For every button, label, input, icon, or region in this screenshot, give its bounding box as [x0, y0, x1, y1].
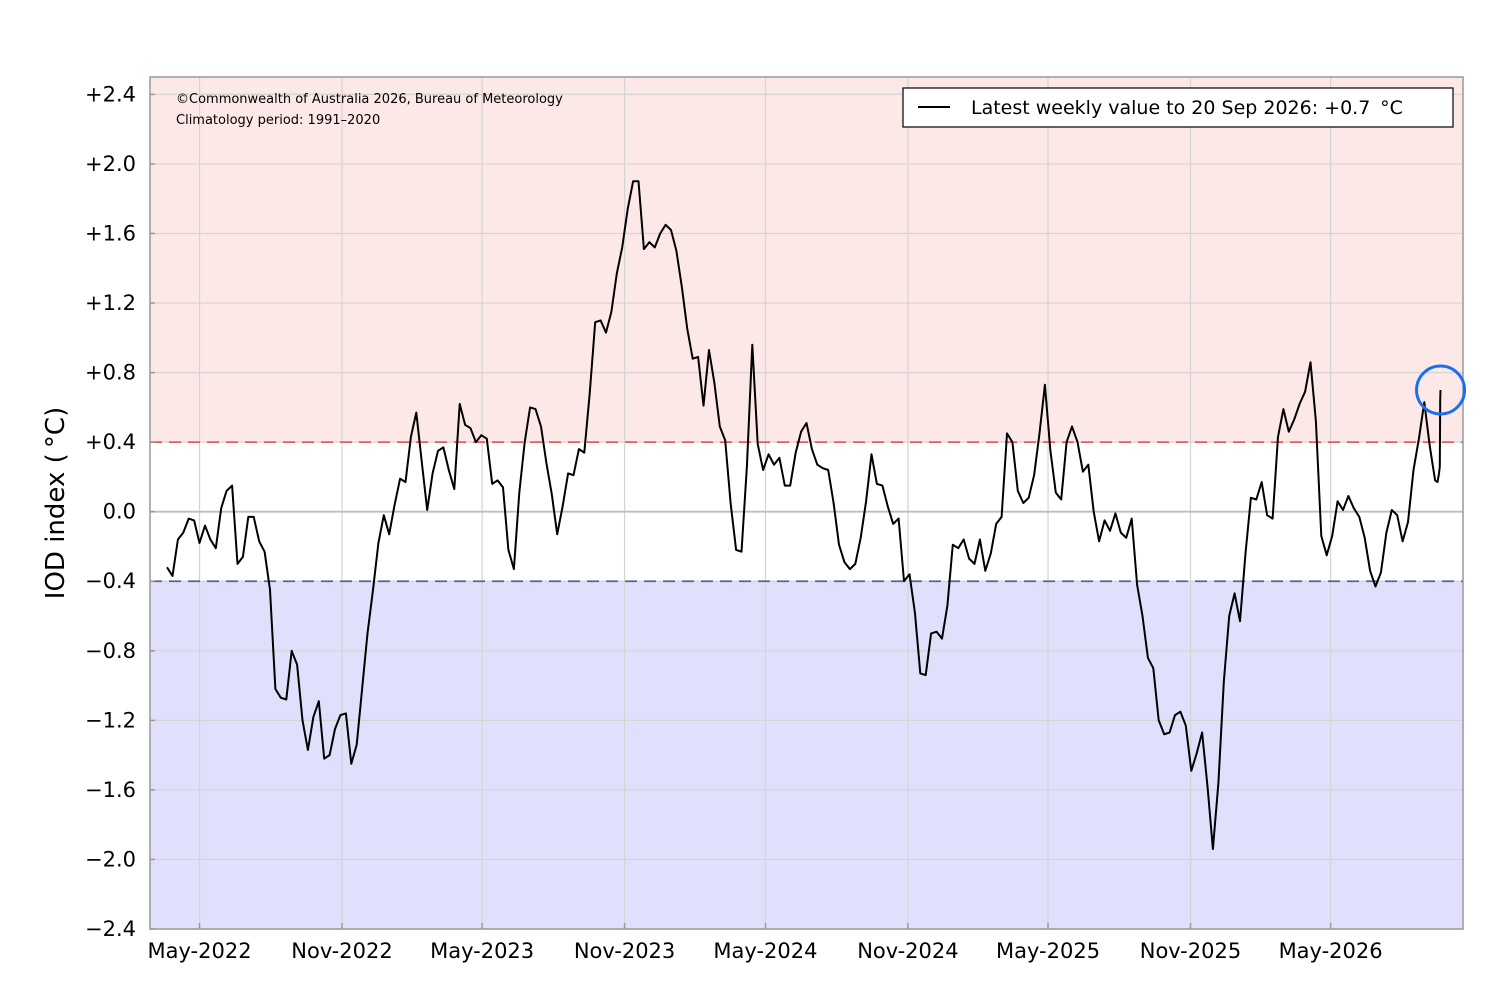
y-tick-label: +0.4 — [85, 430, 136, 454]
x-tick-label: May-2022 — [148, 939, 252, 963]
y-axis-title: IOD index ( °C) — [41, 407, 71, 599]
y-tick-label: −0.8 — [85, 639, 136, 663]
x-tick-label: Nov-2024 — [857, 939, 958, 963]
zone-layer — [150, 77, 1463, 929]
y-tick-label: −0.4 — [85, 569, 136, 593]
x-tick-label: Nov-2022 — [291, 939, 392, 963]
x-tick-label: Nov-2025 — [1140, 939, 1241, 963]
positive-zone — [150, 77, 1463, 443]
x-axis: May-2022 Nov-2022 May-2023 Nov-2023 May-2024… — [148, 923, 1383, 963]
latest-value-highlight-circle — [1415, 364, 1467, 416]
y-tick-label: 0.0 — [103, 500, 136, 524]
y-axis: +2.4 +2.0 +1.6 +1.2 +0.8 +0.4 0.0 −0.4 −0.8 −1.2 −… — [85, 82, 155, 941]
y-tick-label: −1.2 — [85, 708, 136, 732]
plot-frame — [149, 76, 1464, 930]
legend-label: Latest weekly value to 20 Sep 2026: +0.7… — [971, 97, 1403, 119]
y-tick-label: −2.4 — [85, 917, 136, 941]
iod-weekly-line — [166, 180, 1442, 850]
y-tick-label: −1.6 — [85, 778, 136, 802]
x-tick-label: May-2026 — [1279, 939, 1383, 963]
x-tick-label: Nov-2023 — [574, 939, 675, 963]
y-tick-label: −2.0 — [85, 847, 136, 871]
x-tick-label: May-2023 — [430, 939, 534, 963]
y-tick-label: +0.8 — [85, 361, 136, 385]
y-tick-label: +1.2 — [85, 291, 136, 315]
x-tick-label: May-2024 — [713, 939, 817, 963]
y-tick-label: +2.0 — [85, 152, 136, 176]
legend: Latest weekly value to 20 Sep 2026: +0.7… — [902, 87, 1454, 128]
climatology-note: Climatology period: 1991–2020 — [176, 113, 380, 128]
legend-box — [902, 87, 1454, 128]
x-tick-label: May-2025 — [996, 939, 1100, 963]
negative-zone — [150, 581, 1463, 929]
series-layer — [166, 180, 1442, 850]
y-tick-label: +1.6 — [85, 221, 136, 245]
y-tick-label: +2.4 — [85, 82, 136, 106]
copyright-note: ©Commonwealth of Australia 2026, Bureau … — [176, 92, 563, 107]
